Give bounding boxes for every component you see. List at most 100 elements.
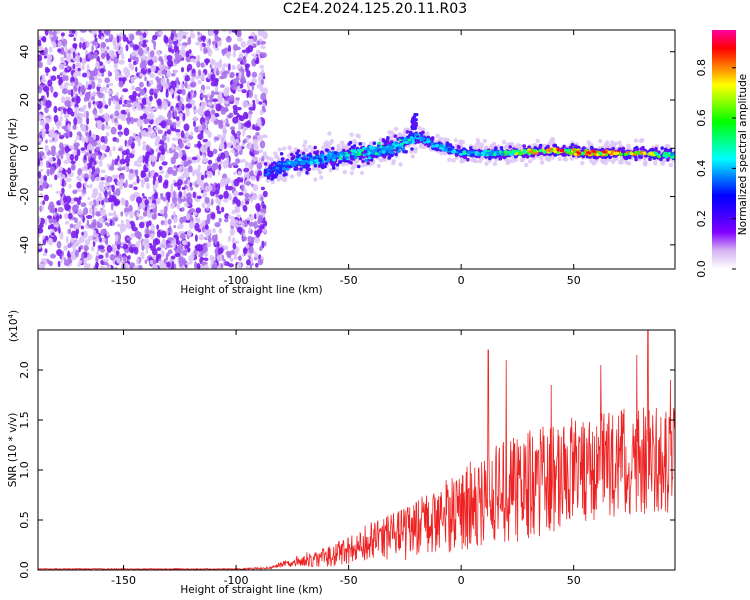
noise-cell <box>211 163 217 172</box>
noise-cell <box>229 257 234 262</box>
noise-cell <box>164 174 169 179</box>
noise-cell <box>157 98 162 106</box>
noise-cell <box>246 259 251 266</box>
noise-cell <box>148 170 151 178</box>
noise-cell <box>126 103 132 108</box>
noise-cell <box>255 143 259 152</box>
noise-cell <box>218 194 224 200</box>
noise-cell <box>185 196 192 204</box>
noise-cell <box>125 218 130 223</box>
noise-cell <box>258 215 263 223</box>
noise-cell <box>131 85 136 91</box>
noise-cell <box>92 240 96 248</box>
signal-halo-cell <box>528 159 533 164</box>
noise-cell <box>193 115 197 121</box>
noise-cell <box>78 196 82 201</box>
noise-cell <box>174 252 181 257</box>
noise-cell <box>71 97 75 103</box>
noise-cell <box>69 82 76 87</box>
noise-cell <box>67 243 72 249</box>
noise-cell <box>241 89 247 94</box>
noise-cell <box>114 73 119 80</box>
noise-cell <box>39 205 42 213</box>
noise-cell <box>183 123 190 132</box>
noise-cell <box>68 228 71 234</box>
signal-halo-cell <box>617 159 623 165</box>
noise-cell <box>98 159 103 168</box>
noise-cell <box>47 215 52 220</box>
noise-cell <box>42 235 45 240</box>
noise-cell <box>233 178 240 187</box>
noise-cell <box>189 260 193 265</box>
noise-cell <box>215 61 222 69</box>
noise-cell <box>222 131 227 139</box>
noise-cell <box>205 58 209 66</box>
noise-cell <box>234 151 239 157</box>
spectrogram-signal-band <box>263 112 675 185</box>
noise-cell <box>95 167 100 175</box>
noise-cell <box>115 174 119 179</box>
noise-cell <box>254 230 257 236</box>
noise-cell <box>153 43 156 51</box>
noise-cell <box>166 55 173 61</box>
noise-cell <box>240 41 247 48</box>
noise-cell <box>98 154 102 160</box>
noise-cell <box>73 117 78 126</box>
noise-cell <box>259 140 266 149</box>
noise-cell <box>81 166 86 172</box>
noise-cell <box>85 70 91 79</box>
signal-halo-cell <box>391 159 396 164</box>
noise-cell <box>183 171 190 179</box>
noise-cell <box>73 37 76 42</box>
signal-halo-cell <box>336 143 341 149</box>
noise-cell <box>60 56 65 63</box>
signal-halo-cell <box>349 170 355 176</box>
noise-cell <box>87 196 91 201</box>
noise-cell <box>114 158 118 166</box>
noise-cell <box>63 159 69 165</box>
noise-cell <box>259 64 265 69</box>
noise-cell <box>138 239 141 244</box>
noise-cell <box>66 107 73 115</box>
noise-cell <box>237 121 242 130</box>
noise-cell <box>132 181 138 185</box>
noise-cell <box>187 63 193 71</box>
signal-halo-cell <box>473 158 478 164</box>
signal-halo-cell <box>307 144 312 150</box>
noise-cell <box>203 252 209 257</box>
noise-cell <box>200 189 204 194</box>
noise-cell <box>142 99 147 105</box>
noise-cell <box>67 49 71 54</box>
signal-halo-cell <box>318 170 323 175</box>
noise-cell <box>43 194 49 202</box>
signal-halo-cell <box>439 151 444 156</box>
noise-cell <box>204 219 211 225</box>
signal-halo-cell <box>617 140 622 145</box>
noise-cell <box>81 57 86 66</box>
noise-cell <box>82 215 85 223</box>
noise-cell <box>55 120 62 128</box>
noise-cell <box>227 185 234 191</box>
noise-cell <box>87 235 94 241</box>
noise-cell <box>156 50 161 56</box>
noise-cell <box>113 63 119 69</box>
noise-cell <box>42 155 47 160</box>
noise-cell <box>260 196 264 202</box>
noise-cell <box>48 184 53 188</box>
noise-cell <box>149 233 155 240</box>
noise-cell <box>82 72 87 78</box>
noise-cell <box>147 83 151 87</box>
noise-cell <box>131 149 136 155</box>
noise-cell <box>156 229 162 238</box>
noise-cell <box>98 254 104 259</box>
noise-cell <box>98 245 105 250</box>
signal-mid-cell <box>305 167 310 171</box>
noise-cell <box>104 221 109 226</box>
noise-cell <box>74 106 79 115</box>
noise-cell <box>53 105 58 114</box>
noise-cell <box>199 43 203 52</box>
signal-mid-cell <box>608 155 612 159</box>
signal-mid-cell <box>634 157 638 162</box>
signal-mid-cell <box>488 156 492 161</box>
